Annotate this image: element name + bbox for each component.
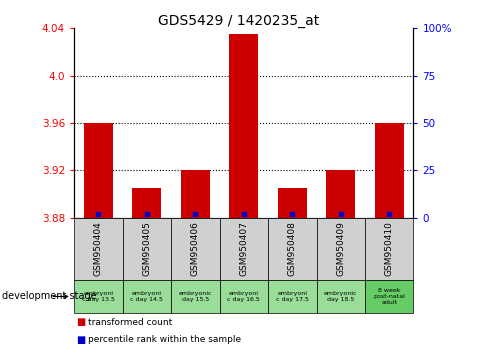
Text: GSM950410: GSM950410 (385, 221, 394, 276)
Bar (326, 170, 355, 218)
Bar (132, 188, 162, 218)
Text: GSM950409: GSM950409 (336, 221, 345, 276)
Text: GSM950407: GSM950407 (239, 221, 248, 276)
Text: embryonic
day 18.5: embryonic day 18.5 (324, 291, 358, 302)
Text: embryoni
c day 16.5: embryoni c day 16.5 (228, 291, 260, 302)
Text: GSM950404: GSM950404 (94, 221, 103, 276)
Bar (375, 123, 404, 218)
Text: GDS5429 / 1420235_at: GDS5429 / 1420235_at (158, 14, 320, 28)
Text: 8 week
post-natal
adult: 8 week post-natal adult (373, 288, 405, 305)
Text: GSM950408: GSM950408 (288, 221, 297, 276)
Bar (181, 170, 210, 218)
Text: percentile rank within the sample: percentile rank within the sample (88, 335, 241, 344)
Text: embryonic
day 15.5: embryonic day 15.5 (179, 291, 212, 302)
Text: development stage: development stage (2, 291, 97, 302)
Text: embryoni
c day 17.5: embryoni c day 17.5 (276, 291, 309, 302)
Text: embryoni
c day 13.5: embryoni c day 13.5 (82, 291, 115, 302)
Text: GSM950406: GSM950406 (191, 221, 200, 276)
Bar (229, 34, 258, 218)
Bar (84, 123, 113, 218)
Text: embryoni
c day 14.5: embryoni c day 14.5 (130, 291, 163, 302)
Text: ■: ■ (76, 335, 86, 345)
Text: GSM950405: GSM950405 (142, 221, 152, 276)
Text: transformed count: transformed count (88, 318, 173, 327)
Text: ■: ■ (76, 317, 86, 327)
Bar (278, 188, 307, 218)
